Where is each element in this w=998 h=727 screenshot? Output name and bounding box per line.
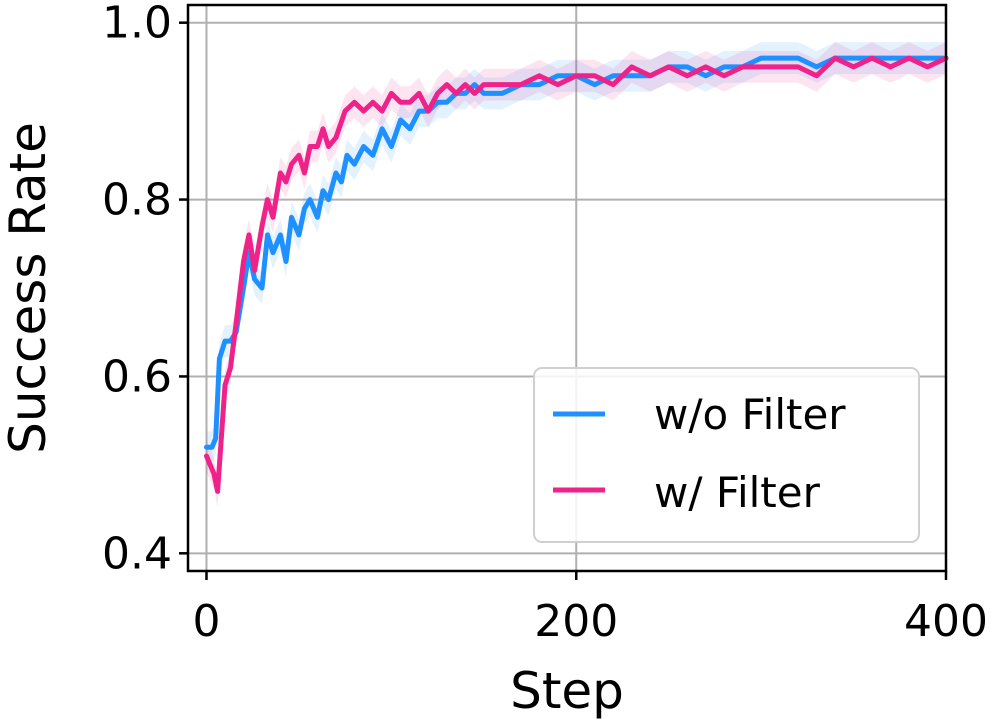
plot-frame bbox=[186, 3, 948, 573]
axis-ticks: 0 200 400 0.4 0.6 0.8 1.0 bbox=[102, 0, 988, 647]
legend-box bbox=[533, 367, 920, 543]
x-tick-label: 400 bbox=[904, 596, 988, 647]
y-tick-label: 0.8 bbox=[102, 175, 172, 226]
y-tick-label: 1.0 bbox=[102, 0, 172, 49]
legend: w/o Filter w/ Filter bbox=[533, 367, 920, 543]
series-lines bbox=[204, 55, 949, 494]
y-tick-label: 0.6 bbox=[102, 351, 172, 402]
x-axis-label: Step bbox=[510, 662, 624, 720]
series-line-w-filter bbox=[204, 55, 949, 494]
x-tick-label: 0 bbox=[192, 596, 220, 647]
x-tick-label: 200 bbox=[534, 596, 618, 647]
legend-label-w-filter: w/ Filter bbox=[654, 468, 821, 517]
y-tick-label: 0.4 bbox=[102, 528, 172, 579]
series-line-w-o-filter bbox=[204, 55, 949, 450]
y-axis-label: Success Rate bbox=[0, 122, 57, 454]
legend-label-wo-filter: w/o Filter bbox=[654, 390, 846, 439]
